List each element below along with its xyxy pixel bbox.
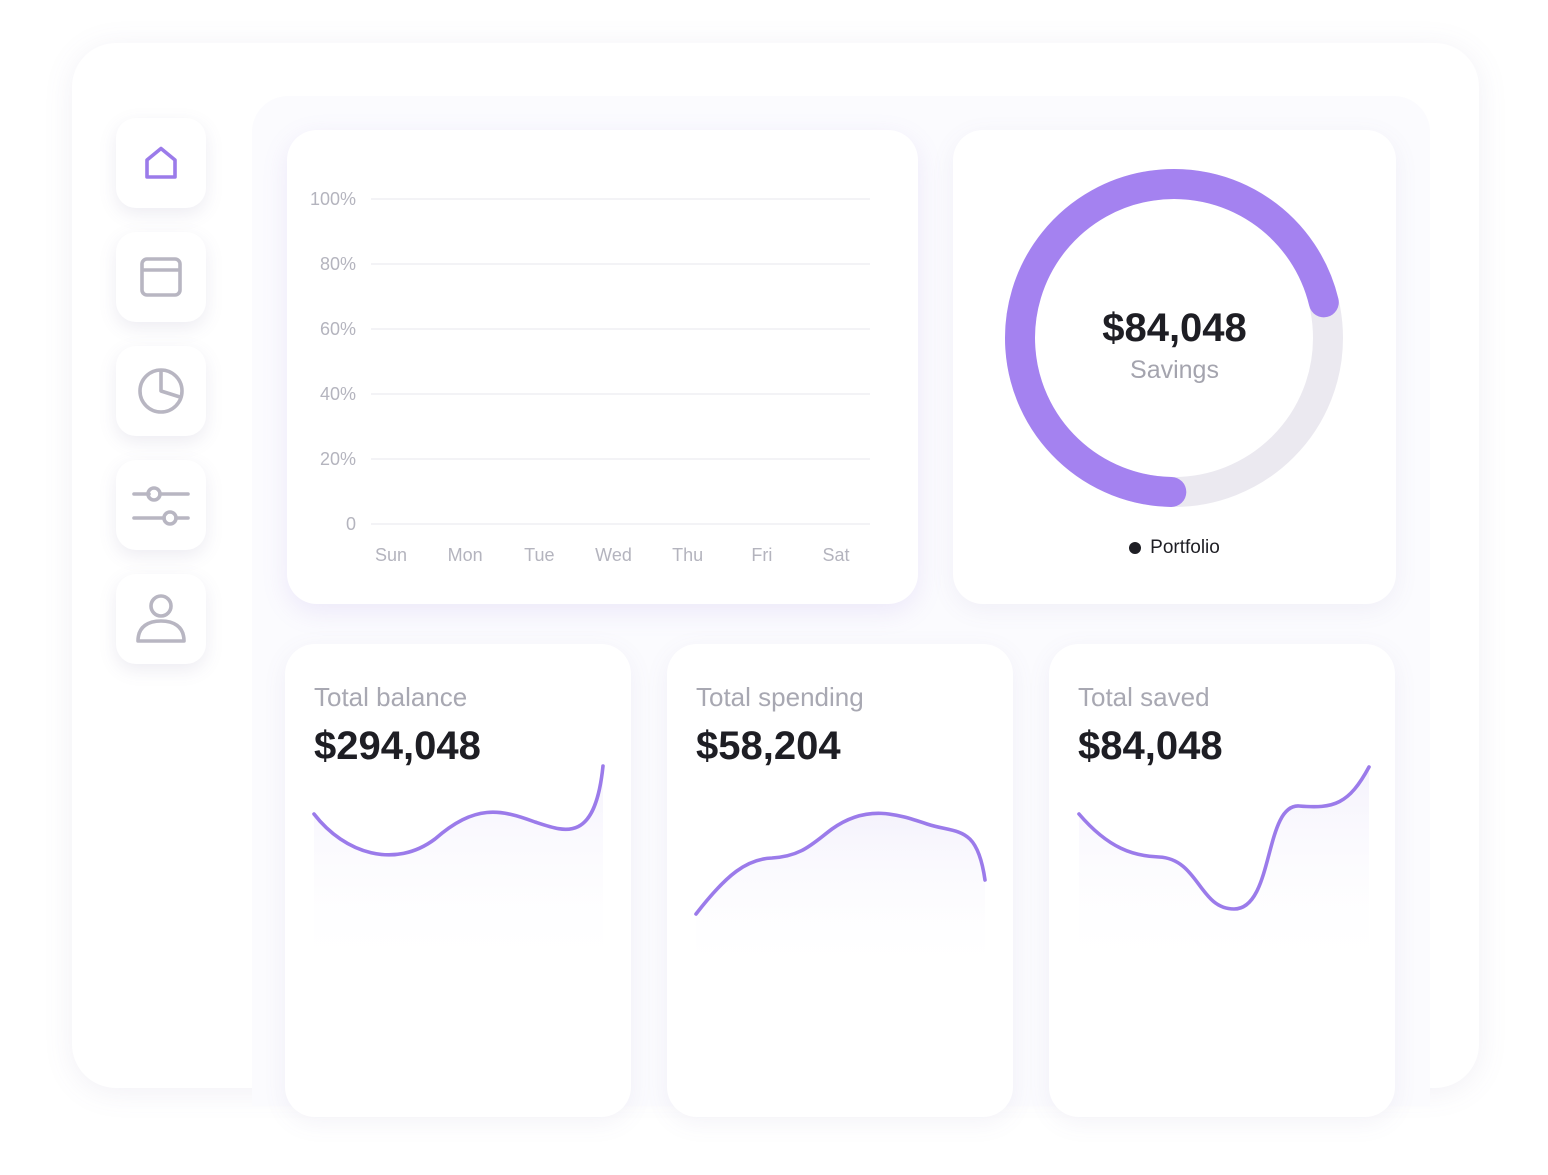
savings-card: $84,048 Savings Portfolio	[953, 130, 1396, 604]
donut-progress-arc	[1005, 169, 1339, 507]
legend-label: Portfolio	[1150, 537, 1220, 558]
savings-value: $84,048	[1102, 306, 1247, 350]
y-tick-label: 80%	[320, 254, 356, 274]
stat-value: $58,204	[696, 724, 841, 768]
nav-calendar-button[interactable]	[116, 232, 206, 322]
weekly-bar-chart: 0 20% 40% 60% 80% 100% Sun Mon Tue Wed Thu Fri Sat	[310, 189, 870, 565]
sliders-icon	[132, 486, 190, 526]
y-tick-label: 100%	[310, 189, 356, 209]
pie-chart-icon	[138, 368, 184, 414]
y-tick-label: 40%	[320, 384, 356, 404]
donut-legend: Portfolio	[953, 537, 1396, 559]
stat-value: $294,048	[314, 724, 481, 768]
nav-filters-button[interactable]	[116, 460, 206, 550]
stat-value: $84,048	[1078, 724, 1223, 768]
y-tick-label: 0	[346, 514, 356, 534]
spending-sparkline	[694, 811, 987, 979]
x-tick-label: Thu	[672, 545, 703, 565]
stat-title: Total spending	[696, 682, 864, 712]
x-tick-label: Tue	[524, 545, 554, 565]
calendar-icon	[140, 257, 182, 297]
total-balance-card: Total balance $294,048	[285, 644, 631, 1117]
legend-dot-icon	[1129, 542, 1142, 554]
savings-donut-chart	[1005, 169, 1343, 507]
nav-profile-button[interactable]	[116, 574, 206, 664]
total-spending-card: Total spending $58,204	[667, 644, 1013, 1117]
y-tick-label: 60%	[320, 319, 356, 339]
nav-home-button[interactable]	[116, 118, 206, 208]
savings-label: Savings	[1130, 356, 1219, 384]
stat-title: Total balance	[314, 682, 468, 712]
x-tick-label: Sat	[822, 545, 849, 565]
user-icon	[136, 594, 186, 643]
balance-sparkline	[312, 764, 605, 979]
saved-sparkline	[1077, 765, 1371, 979]
nav-reports-button[interactable]	[116, 346, 206, 436]
x-tick-label: Wed	[595, 545, 632, 565]
weekly-chart-card: 0 20% 40% 60% 80% 100% Sun Mon Tue Wed Thu Fri Sat	[287, 130, 918, 604]
y-tick-label: 20%	[320, 449, 356, 469]
stat-title: Total saved	[1078, 682, 1210, 712]
home-icon	[145, 146, 177, 179]
x-tick-label: Sun	[375, 545, 407, 565]
x-tick-label: Fri	[751, 545, 772, 565]
total-saved-card: Total saved $84,048	[1049, 644, 1395, 1117]
x-tick-label: Mon	[448, 545, 483, 565]
